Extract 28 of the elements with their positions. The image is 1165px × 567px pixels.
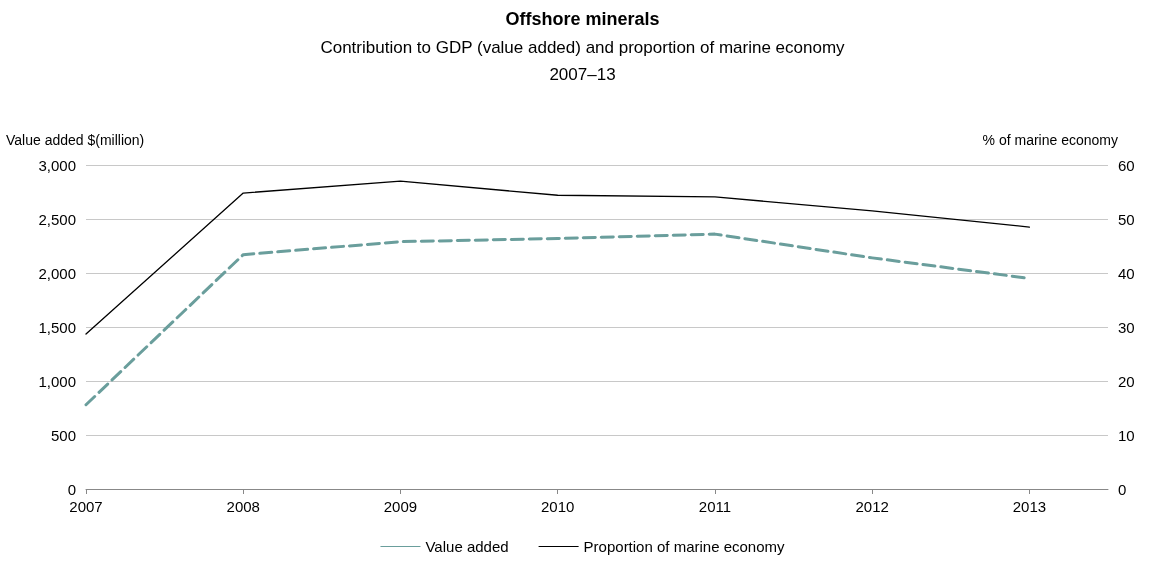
x-tick-label: 2009 xyxy=(383,498,418,515)
legend-label: Value added xyxy=(425,538,509,555)
y-tick-label: 500 xyxy=(50,426,76,444)
y2-tick-label: 40 xyxy=(1118,264,1135,282)
y-tick-label: 3,000 xyxy=(38,156,76,174)
y-tick-label: 1,000 xyxy=(38,372,76,390)
y-tick-label: 2,000 xyxy=(38,264,76,282)
y-tick-label: 1,500 xyxy=(38,318,76,336)
y-tick-label: 2,500 xyxy=(38,210,76,228)
x-tick-label: 2013 xyxy=(1012,498,1047,515)
x-tick-label: 2008 xyxy=(226,498,260,515)
legend-label: Proportion of marine economy xyxy=(583,538,786,555)
line-series xyxy=(85,180,1031,335)
chart-subtitle: Contribution to GDP (value added) and proportion of marine economy 2007–13 xyxy=(320,38,846,84)
y2-tick-label: 30 xyxy=(1118,318,1135,336)
x-tick-label: 2010 xyxy=(541,498,575,515)
y2-tick-label: 0 xyxy=(1118,480,1127,498)
y2-tick-label: 60 xyxy=(1118,156,1135,174)
x-tick-label: 2012 xyxy=(855,498,889,515)
y2-axis-title: % of marine economy xyxy=(982,132,1118,148)
y-tick-label: 0 xyxy=(67,480,76,498)
y2-tick-label: 20 xyxy=(1118,372,1135,390)
y2-tick-label: 50 xyxy=(1118,210,1135,228)
chart-title: Offshore minerals xyxy=(505,9,660,29)
x-tick-label: 2007 xyxy=(69,498,103,515)
x-tick-label: 2011 xyxy=(698,498,732,515)
y2-tick-label: 10 xyxy=(1118,426,1135,444)
y-axis-title: Value added $(million) xyxy=(6,132,145,148)
